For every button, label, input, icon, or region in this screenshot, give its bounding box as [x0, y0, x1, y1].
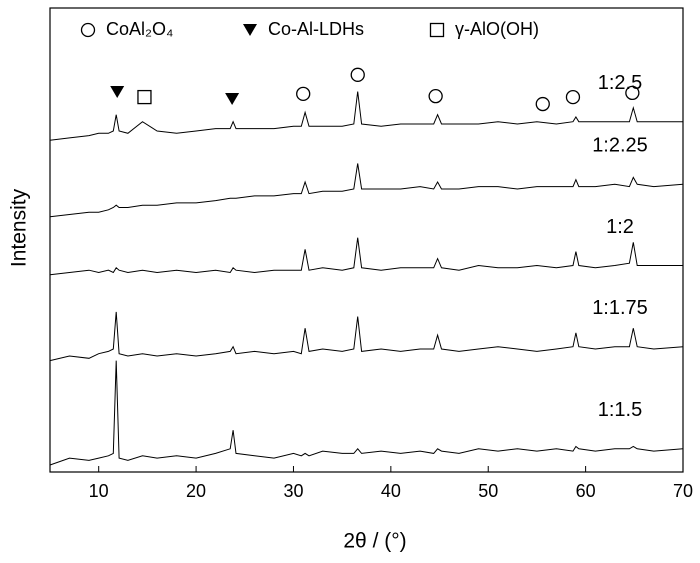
legend-symbol: [429, 22, 445, 38]
xrd-pattern: [49, 91, 683, 141]
y-axis-label: Intensity: [8, 188, 31, 267]
peak-marker: [428, 89, 443, 104]
pattern-label: 1:2: [606, 216, 634, 238]
legend-symbol: [80, 22, 96, 38]
xrd-pattern: [49, 360, 684, 466]
peak-marker: [565, 89, 581, 105]
xrd-pattern: [49, 311, 684, 362]
peak-marker: [110, 85, 125, 98]
legend-label: γ-AlO(OH): [455, 19, 539, 39]
legend-symbol: [243, 24, 257, 36]
x-tick-label: 30: [283, 481, 303, 501]
peak-marker: [350, 67, 365, 82]
xrd-pattern: [49, 237, 683, 276]
peak-marker: [296, 86, 311, 101]
pattern-label: 1:2.25: [592, 135, 648, 157]
x-tick-label: 50: [478, 481, 498, 501]
x-tick-label: 10: [89, 481, 109, 501]
x-tick-label: 40: [381, 481, 401, 501]
pattern-label: 1:2.5: [598, 72, 642, 94]
pattern-label: 1:1.75: [592, 297, 648, 319]
x-axis-label: 2θ / (°): [343, 530, 406, 553]
x-tick-label: 20: [186, 481, 206, 501]
pattern-label: 1:1.5: [598, 399, 642, 421]
peak-marker: [625, 85, 640, 101]
x-tick-label: 60: [576, 481, 596, 501]
legend-label: CoAl₂O₄: [106, 19, 173, 39]
x-tick-label: 70: [673, 481, 693, 501]
peak-marker: [225, 92, 240, 105]
peak-marker: [137, 89, 152, 105]
legend-label: Co-Al-LDHs: [268, 19, 364, 39]
peak-marker: [535, 96, 550, 112]
xrd-pattern: [49, 163, 684, 218]
plot-frame: [49, 7, 684, 473]
